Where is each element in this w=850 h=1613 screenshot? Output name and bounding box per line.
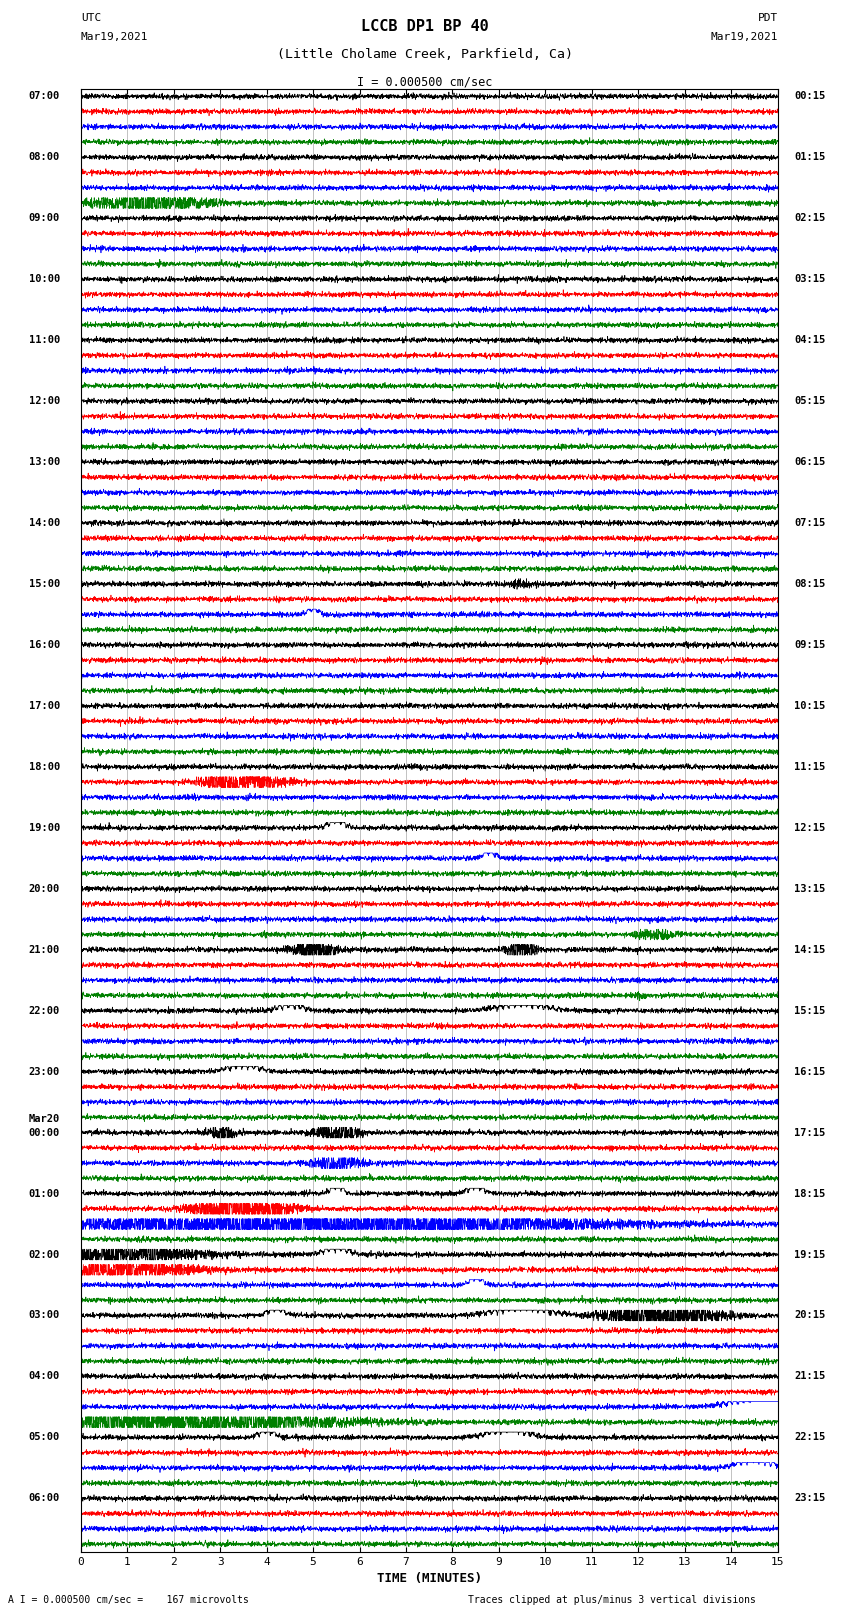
Text: 13:00: 13:00 (29, 456, 60, 468)
Text: 17:00: 17:00 (29, 702, 60, 711)
Text: 00:00: 00:00 (29, 1127, 60, 1137)
Text: 00:15: 00:15 (794, 92, 825, 102)
Text: 03:00: 03:00 (29, 1310, 60, 1321)
Text: LCCB DP1 BP 40: LCCB DP1 BP 40 (361, 19, 489, 34)
Text: 15:00: 15:00 (29, 579, 60, 589)
Text: Mar19,2021: Mar19,2021 (81, 32, 148, 42)
Text: I = 0.000500 cm/sec: I = 0.000500 cm/sec (357, 76, 493, 89)
Text: Traces clipped at plus/minus 3 vertical divisions: Traces clipped at plus/minus 3 vertical … (468, 1595, 756, 1605)
Text: 07:15: 07:15 (794, 518, 825, 527)
Text: 01:00: 01:00 (29, 1189, 60, 1198)
Text: Mar20: Mar20 (29, 1115, 60, 1124)
Text: 23:00: 23:00 (29, 1066, 60, 1076)
Text: 10:00: 10:00 (29, 274, 60, 284)
Text: 21:15: 21:15 (794, 1371, 825, 1381)
Text: 19:15: 19:15 (794, 1250, 825, 1260)
Text: 05:15: 05:15 (794, 397, 825, 406)
Text: 13:15: 13:15 (794, 884, 825, 894)
Text: 09:00: 09:00 (29, 213, 60, 223)
Text: 21:00: 21:00 (29, 945, 60, 955)
Text: 11:00: 11:00 (29, 336, 60, 345)
Text: 20:15: 20:15 (794, 1310, 825, 1321)
Text: 12:00: 12:00 (29, 397, 60, 406)
Text: 23:15: 23:15 (794, 1494, 825, 1503)
Text: 19:00: 19:00 (29, 823, 60, 832)
Text: Mar19,2021: Mar19,2021 (711, 32, 778, 42)
Text: 07:00: 07:00 (29, 92, 60, 102)
Text: 02:00: 02:00 (29, 1250, 60, 1260)
Text: 15:15: 15:15 (794, 1005, 825, 1016)
Text: 06:00: 06:00 (29, 1494, 60, 1503)
Text: 04:00: 04:00 (29, 1371, 60, 1381)
Text: 20:00: 20:00 (29, 884, 60, 894)
Text: 18:15: 18:15 (794, 1189, 825, 1198)
Text: 02:15: 02:15 (794, 213, 825, 223)
Text: 11:15: 11:15 (794, 761, 825, 773)
Text: 06:15: 06:15 (794, 456, 825, 468)
Text: 17:15: 17:15 (794, 1127, 825, 1137)
Text: 22:15: 22:15 (794, 1432, 825, 1442)
Text: 04:15: 04:15 (794, 336, 825, 345)
Text: UTC: UTC (81, 13, 101, 23)
Text: (Little Cholame Creek, Parkfield, Ca): (Little Cholame Creek, Parkfield, Ca) (277, 48, 573, 61)
Text: 12:15: 12:15 (794, 823, 825, 832)
Text: 18:00: 18:00 (29, 761, 60, 773)
Text: PDT: PDT (757, 13, 778, 23)
Text: 08:15: 08:15 (794, 579, 825, 589)
Text: A I = 0.000500 cm/sec =    167 microvolts: A I = 0.000500 cm/sec = 167 microvolts (8, 1595, 249, 1605)
Text: 16:15: 16:15 (794, 1066, 825, 1076)
Text: 03:15: 03:15 (794, 274, 825, 284)
Text: 05:00: 05:00 (29, 1432, 60, 1442)
Text: 14:00: 14:00 (29, 518, 60, 527)
Text: 10:15: 10:15 (794, 702, 825, 711)
Text: 16:00: 16:00 (29, 640, 60, 650)
Text: 09:15: 09:15 (794, 640, 825, 650)
Text: 01:15: 01:15 (794, 152, 825, 163)
Text: 08:00: 08:00 (29, 152, 60, 163)
Text: 14:15: 14:15 (794, 945, 825, 955)
Text: 22:00: 22:00 (29, 1005, 60, 1016)
X-axis label: TIME (MINUTES): TIME (MINUTES) (377, 1573, 482, 1586)
